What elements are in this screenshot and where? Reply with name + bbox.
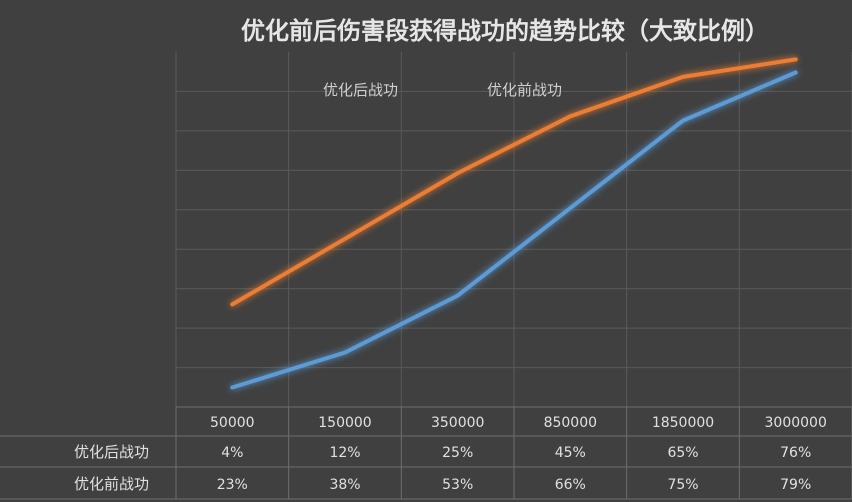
legend-label-after: 优化后战功	[323, 81, 398, 99]
data-label-s0-1: 12%	[329, 445, 360, 461]
data-label-s1-4: 75%	[667, 477, 698, 493]
data-label-s0-0: 4%	[221, 445, 243, 461]
data-label-s0-2: 25%	[442, 445, 473, 461]
table-row-label-after: 优化后战功	[74, 443, 149, 461]
data-table: 50000 150000 350000 850000 1850000 3000000 4% 1…	[0, 406, 852, 500]
category-label: 150000	[318, 415, 371, 431]
category-label: 850000	[544, 415, 597, 431]
category-label: 350000	[431, 415, 484, 431]
data-label-s0-3: 45%	[555, 445, 586, 461]
gridlines	[175, 52, 852, 407]
chart-title: 优化前后伤害段获得战功的趋势比较（大致比例）	[241, 17, 769, 45]
series-line-0	[230, 70, 798, 390]
category-label: 50000	[210, 415, 255, 431]
data-label-s0-4: 65%	[667, 445, 698, 461]
data-label-s1-3: 66%	[555, 477, 586, 493]
category-label: 1850000	[652, 415, 714, 431]
series-line-1	[230, 57, 798, 307]
data-label-s0-5: 76%	[780, 445, 811, 461]
data-label-s1-5: 79%	[780, 477, 811, 493]
legend-label-before: 优化前战功	[487, 81, 562, 99]
series-lines	[230, 57, 798, 390]
table-row-before: 优化前战功	[32, 475, 149, 493]
data-label-s1-2: 53%	[442, 477, 473, 493]
data-label-s1-0: 23%	[217, 477, 248, 493]
table-row-label-before: 优化前战功	[74, 475, 149, 493]
table-row-after: 优化后战功	[32, 443, 149, 461]
data-label-s1-1: 38%	[329, 477, 360, 493]
category-label: 3000000	[765, 415, 827, 431]
legend: 优化后战功 优化前战功	[276, 81, 562, 99]
